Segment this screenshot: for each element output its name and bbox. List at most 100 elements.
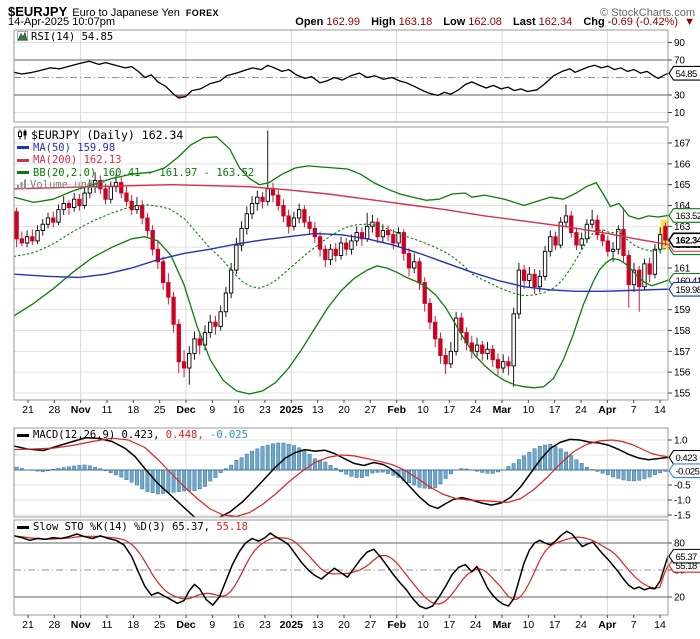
macd-signal-value: 0.448, xyxy=(159,429,204,441)
last-price-badge: 162.34 xyxy=(668,232,700,248)
ma50-badge: 159.98 xyxy=(668,281,700,297)
x-axis-label: 21 xyxy=(22,619,34,631)
x-axis-label: 7 xyxy=(631,619,637,631)
price-plot xyxy=(14,130,668,395)
y-axis-label: 70 xyxy=(674,56,685,67)
x-axis-label: 27 xyxy=(364,619,376,631)
change-down-arrow-icon: ▼ xyxy=(684,16,695,28)
sto-k-badge: 65.37 xyxy=(668,548,700,564)
x-axis-label: 17 xyxy=(549,404,561,416)
y-axis-label: 159 xyxy=(674,305,691,316)
y-axis-label: 158 xyxy=(674,326,691,337)
x-axis-label: 18 xyxy=(127,404,139,416)
x-axis-label: 16 xyxy=(233,404,245,416)
x-axis-label: Nov xyxy=(71,619,91,631)
change-label: Chg xyxy=(583,16,605,28)
x-axis-label: 24 xyxy=(470,619,482,631)
x-axis-label: 7 xyxy=(631,404,637,416)
x-axis-label: 25 xyxy=(154,404,166,416)
price-title: $EURJPY (Daily) 162.34 xyxy=(31,128,184,142)
x-axis-label: Apr xyxy=(598,619,616,631)
rsi-label: RSI(14) 54.85 xyxy=(31,31,114,43)
x-axis-label: 9 xyxy=(209,404,215,416)
datetime-stamp: 14-Apr-2025 10:07pm xyxy=(8,16,116,28)
macd-value-badge: 0.423 xyxy=(668,449,700,465)
y-axis-label: 166 xyxy=(674,159,691,170)
x-axis-label: 24 xyxy=(575,404,587,416)
sto-panel-label: Slow STO %K(14) %D(3) 65.37, 55.18 xyxy=(17,521,248,534)
volume-label: Volume undef xyxy=(30,179,106,191)
x-axis-label: 11 xyxy=(102,404,113,416)
x-axis-label: 25 xyxy=(154,619,166,631)
x-axis-label: 18 xyxy=(127,619,139,631)
svg-text:163.52: 163.52 xyxy=(676,211,700,222)
candlestick-icon xyxy=(17,129,28,143)
y-axis-label: 165 xyxy=(674,180,691,191)
sto-d-value: 55.18 xyxy=(210,521,248,533)
macd-label: MACD(12,26,9) 0.423, xyxy=(33,429,160,441)
x-axis-label: 23 xyxy=(259,619,271,631)
high-label: High xyxy=(371,16,396,28)
y-axis-label: -1.0 xyxy=(674,496,691,507)
y-axis-label: 10 xyxy=(674,108,685,119)
exchange-label: FOREX xyxy=(185,8,219,18)
bb-upper-badge: 163.52 xyxy=(668,208,700,223)
x-axis-label: 11 xyxy=(102,619,113,631)
x-axis-label: 10 xyxy=(417,404,429,416)
symbol-ticker: $EURJPY xyxy=(8,4,68,19)
x-axis-label: Feb xyxy=(387,404,406,416)
open-label: Open xyxy=(295,16,324,28)
macd-panel-frame xyxy=(13,427,669,518)
bollinger-band-line-icon xyxy=(17,171,29,175)
x-axis-label: 28 xyxy=(48,404,60,416)
x-axis-label: 27 xyxy=(364,404,376,416)
y-axis-label: 157 xyxy=(674,347,691,358)
low-label: Low xyxy=(443,16,466,28)
svg-text:0.423: 0.423 xyxy=(676,453,697,464)
x-axis-label: 9 xyxy=(209,619,215,631)
y-axis-label: 20 xyxy=(674,593,685,604)
macd-line-icon xyxy=(17,433,29,437)
x-axis-label: Dec xyxy=(176,404,195,416)
ma50-line-icon xyxy=(17,146,29,150)
quote-row: 14-Apr-2025 10:07pm Open 162.99 High 163.1… xyxy=(8,16,695,28)
svg-text:-0.025: -0.025 xyxy=(676,466,700,477)
last-label: Last xyxy=(513,16,536,28)
ohlc-quote: Open 162.99 High 163.18 Low 162.08 Last 162.… xyxy=(287,16,695,28)
x-axis-label: 10 xyxy=(417,619,429,631)
sto-label: Slow STO %K(14) %D(3) 65.37, xyxy=(33,521,211,533)
bollinger-band-label: BB(20,2.0) 160.41 - 161.97 - 163.52 xyxy=(33,166,255,179)
symbol-name: Euro to Japanese Yen xyxy=(72,7,180,19)
y-axis-label: 1.0 xyxy=(674,436,688,447)
x-axis-label: Feb xyxy=(387,619,406,631)
x-axis-label: 17 xyxy=(549,619,561,631)
svg-text:55.18: 55.18 xyxy=(676,561,697,572)
x-axis-label: 17 xyxy=(443,404,455,416)
y-axis-label: 161 xyxy=(674,263,691,274)
price-panel-frame xyxy=(13,126,669,401)
ma50-label: MA(50) 159.98 xyxy=(33,141,116,154)
x-axis-label: 23 xyxy=(259,404,271,416)
y-axis-label: 90 xyxy=(674,38,685,49)
x-axis-label: Nov xyxy=(71,404,91,416)
macd-hist-value: -0.025 xyxy=(203,429,248,441)
x-axis-label: 14 xyxy=(654,404,666,416)
x-axis-label: 10 xyxy=(522,404,534,416)
price-legend: $EURJPY (Daily) 162.34 MA(50) 159.98 MA(… xyxy=(17,129,254,192)
y-axis-label: -0.5 xyxy=(674,481,691,492)
x-axis-label: 2025 xyxy=(280,619,304,631)
open-value: 162.99 xyxy=(326,16,361,28)
chart-header: $EURJPY Euro to Japanese Yen FOREX © Stock… xyxy=(8,3,695,21)
candlesticks xyxy=(14,130,668,387)
symbol-block: $EURJPY Euro to Japanese Yen FOREX xyxy=(8,3,219,21)
y-axis-label: 167 xyxy=(674,139,691,150)
copyright-credit: © StockCharts.com xyxy=(600,7,695,19)
y-axis-label: 156 xyxy=(674,368,691,379)
y-axis-label: 164 xyxy=(674,201,691,212)
macd-hist-badge: -0.025 xyxy=(668,463,700,479)
x-axis-label: 17 xyxy=(443,619,455,631)
macd-plot xyxy=(14,436,668,517)
x-axis-label: Apr xyxy=(598,404,616,416)
